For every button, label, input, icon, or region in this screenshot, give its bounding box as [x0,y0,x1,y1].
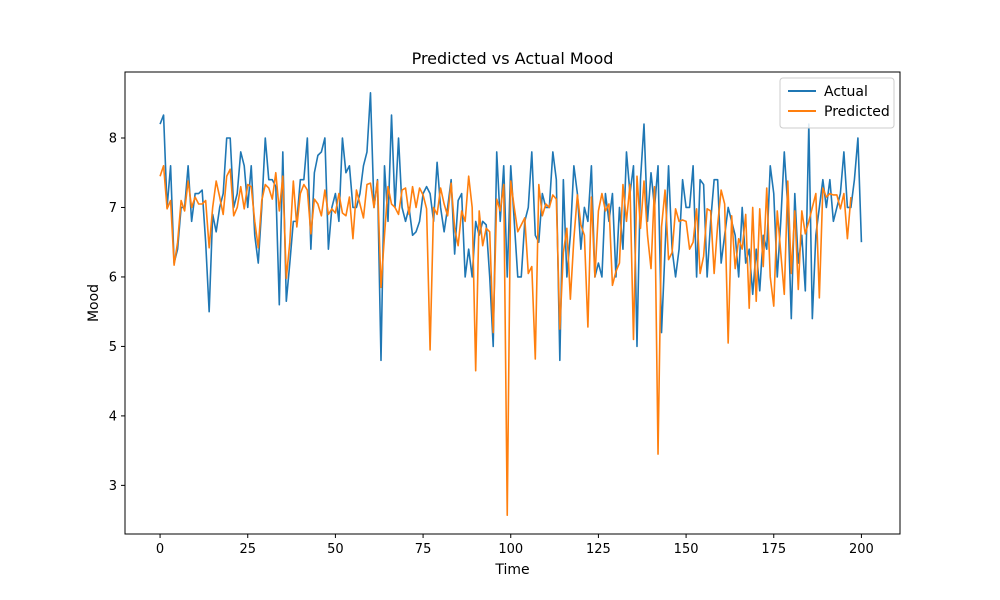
plot-area [159,92,863,517]
plot-frame [124,71,901,535]
x-tick-label: 175 [761,542,786,557]
legend: Actual Predicted [779,77,895,129]
x-axis-label: Time [494,562,529,578]
y-tick-label: 4 [109,409,117,424]
x-axis: 0 25 50 75 100 125 150 175 200 [156,534,874,557]
x-tick-label: 200 [849,542,874,557]
x-tick-label: 125 [586,542,611,557]
series-line-actual [159,92,863,362]
y-tick-label: 6 [109,270,117,285]
chart-title: Predicted vs Actual Mood [412,49,614,68]
y-axis-label: Mood [86,284,102,322]
y-tick-label: 5 [109,340,117,355]
x-tick-label: 100 [498,542,523,557]
x-tick-label: 75 [415,542,432,557]
y-tick-label: 3 [109,479,117,494]
legend-label-predicted: Predicted [824,104,890,120]
x-tick-label: 25 [239,542,256,557]
x-tick-label: 0 [156,542,164,557]
series-line-predicted [159,164,852,517]
y-tick-label: 8 [109,132,117,147]
y-tick-label: 7 [109,201,117,216]
x-tick-label: 50 [327,542,344,557]
x-tick-label: 150 [674,542,699,557]
y-axis: 3 4 5 6 7 8 [109,132,125,494]
legend-label-actual: Actual [824,84,868,100]
